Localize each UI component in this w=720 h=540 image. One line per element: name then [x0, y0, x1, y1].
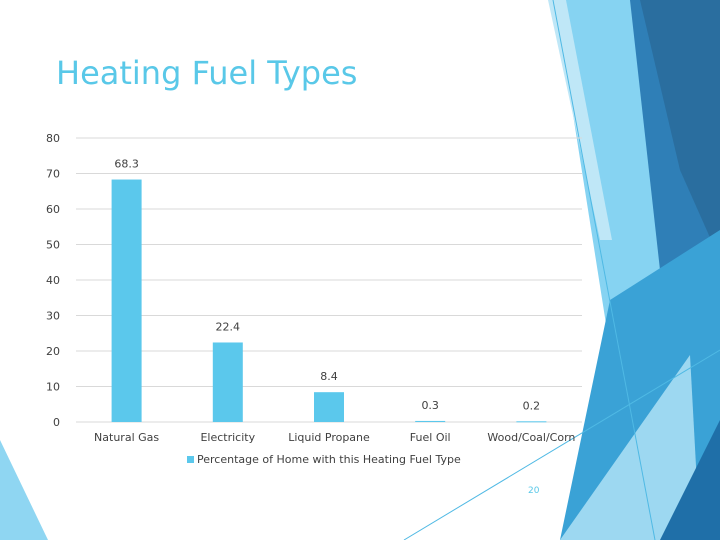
facet-deep: [660, 420, 720, 540]
facet-pale: [560, 355, 700, 540]
page-title: Heating Fuel Types: [56, 54, 358, 92]
y-tick-label: 60: [46, 203, 60, 216]
bar: [516, 421, 547, 423]
legend-swatch: [187, 456, 194, 463]
x-tick-label: Electricity: [200, 431, 255, 444]
y-tick-label: 10: [46, 381, 60, 394]
x-tick-label: Wood/Coal/Corn: [487, 431, 575, 444]
facet-line-2: [403, 349, 720, 540]
data-label: 22.4: [216, 320, 241, 333]
facet-dark: [640, 0, 720, 260]
y-tick-label: 40: [46, 274, 60, 287]
data-label: 68.3: [114, 158, 139, 171]
bar: [111, 179, 142, 422]
data-label: 0.3: [421, 399, 439, 412]
facet-line-1: [552, 0, 656, 540]
x-tick-label: Liquid Propane: [288, 431, 370, 444]
data-label: 8.4: [320, 370, 338, 383]
bar: [415, 420, 446, 422]
bar: [212, 342, 243, 422]
x-tick-label: Natural Gas: [94, 431, 159, 444]
y-tick-label: 0: [53, 416, 60, 429]
corner-triangle: [0, 440, 48, 540]
y-tick-label: 70: [46, 168, 60, 181]
slide-number: 20: [528, 486, 540, 496]
data-label: 0.2: [523, 399, 541, 412]
y-tick-label: 20: [46, 345, 60, 358]
x-tick-label: Fuel Oil: [410, 431, 451, 444]
legend-label: Percentage of Home with this Heating Fue…: [197, 453, 461, 466]
bar: [314, 392, 344, 422]
y-tick-label: 30: [46, 310, 60, 323]
y-tick-label: 80: [46, 132, 60, 145]
y-tick-label: 50: [46, 239, 60, 252]
